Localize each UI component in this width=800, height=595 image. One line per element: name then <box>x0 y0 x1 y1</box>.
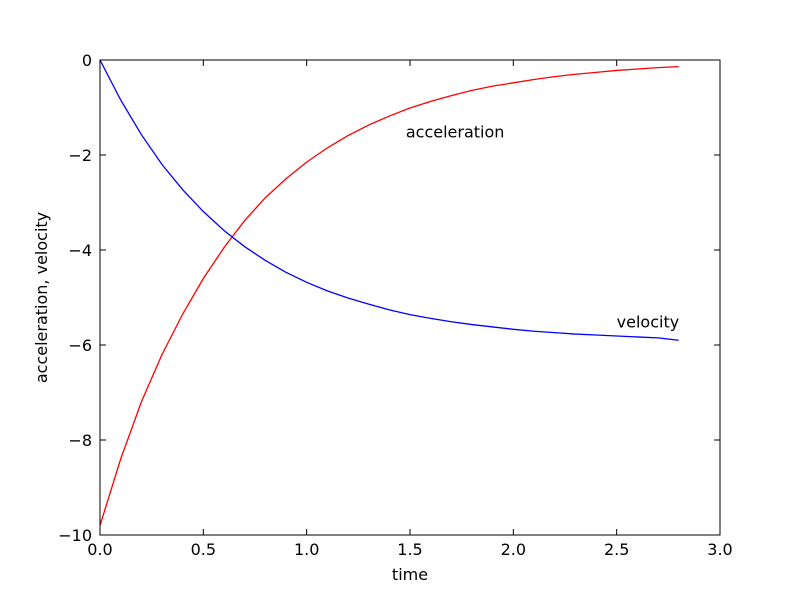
x-tick-label: 1.0 <box>294 540 319 559</box>
annotation-layer: acceleration velocity <box>406 122 679 331</box>
x-tick-label: 1.5 <box>397 540 422 559</box>
annotation-acceleration: acceleration <box>406 122 505 141</box>
y-tick-label: −8 <box>68 431 92 450</box>
x-tick-label: 2.0 <box>501 540 526 559</box>
y-tick-label: −6 <box>68 336 92 355</box>
series-layer <box>99 59 679 526</box>
x-tick-label: 0.0 <box>87 540 112 559</box>
y-tick-label: −2 <box>68 146 92 165</box>
x-axis-title: time <box>392 565 428 584</box>
series-line-acceleration <box>99 66 679 526</box>
y-tick-label: −10 <box>58 526 92 545</box>
x-tick-label: 3.0 <box>707 540 732 559</box>
y-axis-title: acceleration, velocity <box>32 212 51 383</box>
x-tick-label: 0.5 <box>191 540 216 559</box>
ticks-layer: 0.0 0.5 1.0 1.5 2.0 2.5 3.0 0 −2 −4 −6 −8 −10 <box>58 51 732 559</box>
y-tick-label: −4 <box>68 241 92 260</box>
x-tick-label: 2.5 <box>604 540 629 559</box>
series-line-velocity <box>99 59 679 341</box>
y-tick-label: 0 <box>82 51 92 70</box>
annotation-velocity: velocity <box>617 312 680 331</box>
